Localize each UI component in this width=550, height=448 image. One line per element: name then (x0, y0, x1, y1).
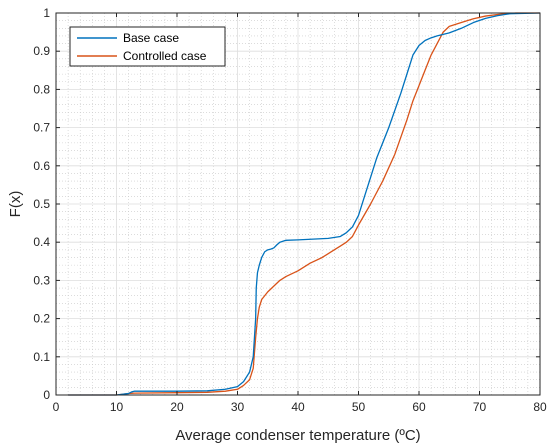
y-tick-label: 0.9 (33, 44, 50, 58)
x-tick-label: 70 (473, 400, 487, 414)
y-tick-label: 0.5 (33, 197, 50, 211)
y-tick-label: 0 (43, 388, 50, 402)
y-tick-label: 0.8 (33, 82, 50, 96)
y-tick-label: 0.6 (33, 159, 50, 173)
x-tick-label: 60 (412, 400, 426, 414)
legend-label-controlled-case: Controlled case (123, 49, 207, 63)
series-group (68, 12, 541, 396)
y-axis-ticks: 0 0.1 0.2 0.3 0.4 0.5 0.6 0.7 0.8 0.9 1 (33, 6, 540, 402)
x-tick-label: 80 (533, 400, 547, 414)
minor-grid (56, 13, 540, 395)
x-axis-ticks: 0 10 20 30 40 50 60 70 80 (53, 13, 547, 414)
y-tick-label: 0.3 (33, 273, 50, 287)
x-tick-label: 10 (110, 400, 124, 414)
y-tick-label: 0.7 (33, 121, 50, 135)
x-axis-label: Average condenser temperature (ºC) (175, 427, 420, 444)
x-tick-label: 30 (231, 400, 245, 414)
y-axis-label: F(x) (7, 191, 24, 218)
y-tick-label: 0.2 (33, 312, 50, 326)
legend-label-base-case: Base case (123, 31, 179, 45)
x-tick-label: 50 (352, 400, 366, 414)
y-tick-label: 0.1 (33, 350, 50, 364)
legend-box (69, 26, 226, 67)
x-tick-label: 0 (53, 400, 60, 414)
series-line-base-case (68, 12, 541, 396)
series-line-controlled-case (68, 12, 540, 396)
x-tick-label: 40 (291, 400, 305, 414)
legend: Base case Controlled case (69, 26, 226, 67)
y-tick-label: 1 (43, 6, 50, 20)
y-tick-label: 0.4 (33, 235, 50, 249)
x-tick-label: 20 (170, 400, 184, 414)
